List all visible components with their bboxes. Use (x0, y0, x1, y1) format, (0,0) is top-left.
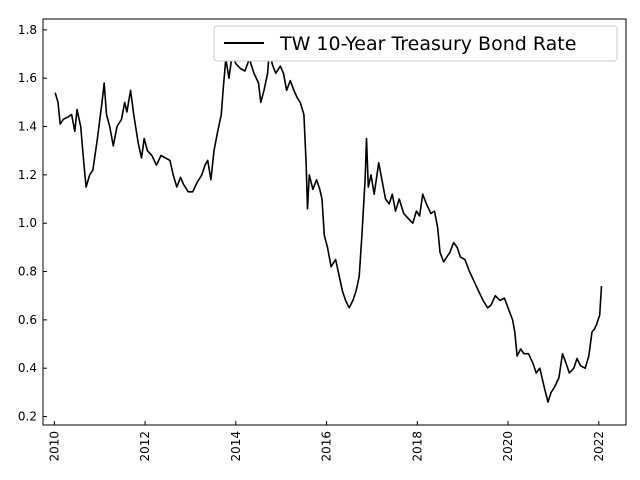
legend-label: TW 10-Year Treasury Bond Rate (279, 33, 576, 55)
y-tick-label: 0.8 (18, 265, 37, 279)
y-tick-label: 1.6 (18, 71, 37, 85)
x-tick-label: 2020 (501, 431, 515, 462)
y-tick-label: 1.0 (18, 216, 37, 230)
y-tick-label: 0.2 (18, 410, 37, 424)
legend-box (213, 25, 618, 62)
y-axis: 0.2 0.4 0.6 0.8 1.0 1.2 1.4 1.6 1.8 (18, 23, 47, 424)
y-tick-label: 0.4 (18, 361, 37, 375)
series-line (54, 43, 603, 403)
x-tick-label: 2010 (47, 431, 61, 462)
x-tick-label: 2012 (138, 431, 152, 462)
x-axis: 2010 2012 2014 2016 2018 2020 2022 (47, 421, 606, 462)
plot-area (42, 18, 627, 426)
x-tick-label: 2018 (410, 431, 424, 462)
legend: TW 10-Year Treasury Bond Rate (213, 25, 618, 62)
y-tick-label: 1.2 (18, 168, 37, 182)
y-tick-label: 1.8 (18, 23, 37, 37)
x-tick-label: 2022 (592, 431, 606, 462)
x-tick-label: 2014 (229, 431, 243, 462)
y-tick-label: 0.6 (18, 313, 37, 327)
x-tick-label: 2016 (320, 431, 334, 462)
y-tick-label: 1.4 (18, 120, 37, 134)
